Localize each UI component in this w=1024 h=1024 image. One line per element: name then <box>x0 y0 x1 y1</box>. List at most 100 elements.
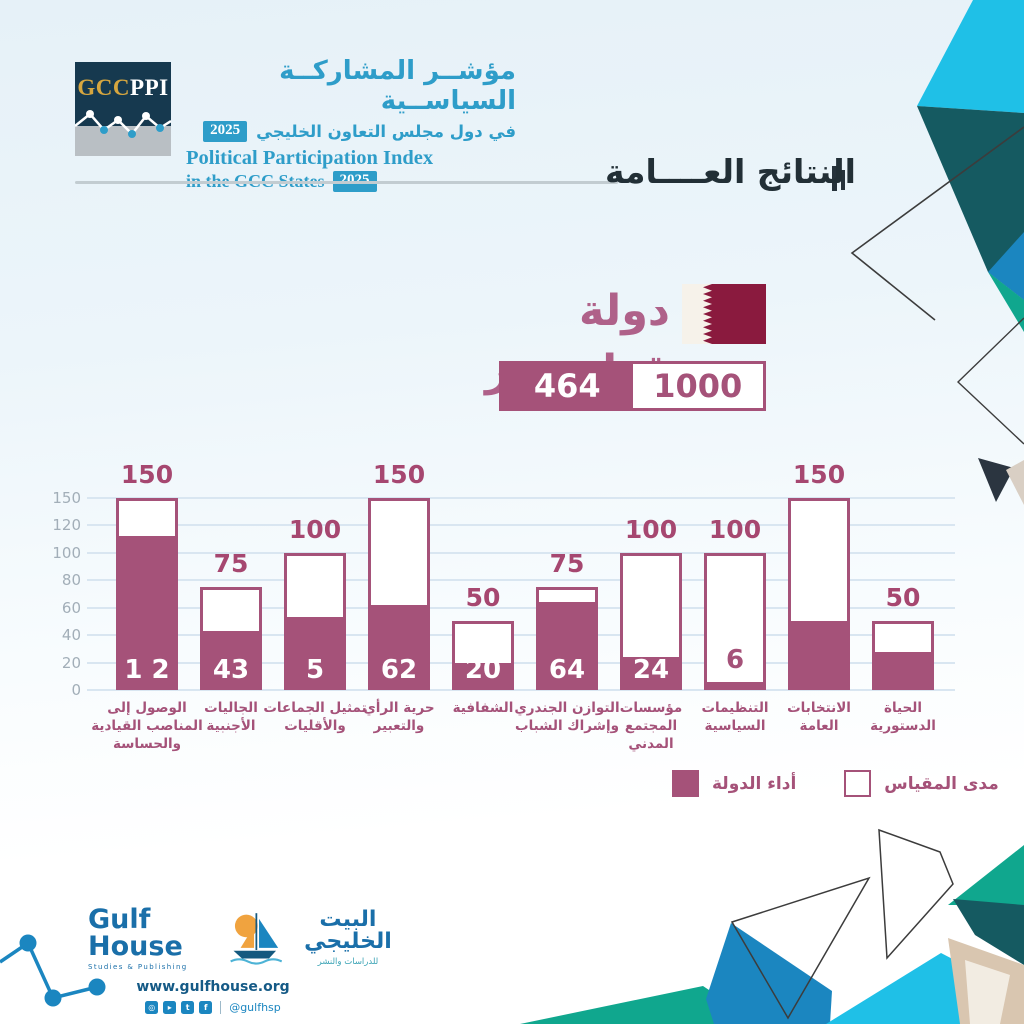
title-arabic-line2-text: في دول مجلس التعاون الخليجي <box>256 121 516 141</box>
decor-blue-bottom <box>706 923 832 1024</box>
bar-group: 6 100 التنظيمات السياسية <box>693 498 777 734</box>
scale-max-score: 1000 <box>632 364 763 408</box>
gridline <box>87 524 955 527</box>
bar-state-performance <box>707 681 763 687</box>
legend-label-state-performance: أداء الدولة <box>712 773 797 794</box>
instagram-icon: ◎ <box>145 1001 159 1014</box>
twitter-icon: t <box>181 1001 195 1014</box>
bar-value-label: 62 <box>380 655 418 685</box>
title-arabic-line1: مؤشــر المشاركــة السياســية <box>279 56 516 116</box>
gridline <box>87 551 955 554</box>
logo-gcc-text: GCC <box>77 75 131 100</box>
score-bar: 464 1000 <box>499 361 766 411</box>
bar-state-performance <box>203 631 259 687</box>
section-title: النتائج العــــامة <box>605 152 856 191</box>
bar-value-label: 1 2 <box>124 655 170 685</box>
year-badge-arabic: 2025 <box>203 120 248 142</box>
dhow-boat-icon <box>230 913 282 965</box>
bar-scale-range: 5 <box>284 552 346 690</box>
social-row: ◎ ▸ t f @gulfhsp <box>88 1001 338 1014</box>
decor-green-facet <box>988 272 1024 332</box>
bar-state-performance <box>287 617 343 687</box>
bar-value-label: 64 <box>548 655 586 685</box>
qatar-flag-icon <box>682 284 766 344</box>
y-tick-label: 150 <box>52 489 81 507</box>
bars: 1 2 150 الوصول إلى المناصب القيادية والحسا… <box>91 460 945 752</box>
bar-state-performance <box>539 602 595 687</box>
gridline <box>87 689 955 691</box>
decor-blue-facet <box>988 232 1024 300</box>
bar-category-label: تمثيل الجماعات والأقليات <box>263 700 367 734</box>
legend-label-scale-range: مدى المقياس <box>884 773 999 794</box>
decor-outline-bottom-1 <box>878 828 954 960</box>
social-handle: @gulfhsp <box>229 1001 281 1014</box>
bar-scale-range: 24 <box>620 552 682 690</box>
bar-max-label: 50 <box>885 583 921 613</box>
bar-max-label: 150 <box>372 460 426 489</box>
bar-group: 150 الانتخابات العامة <box>777 460 861 734</box>
bar-value-label: 24 <box>632 655 670 685</box>
bar-scale-range <box>788 498 850 690</box>
bar-category-label: الوصول إلى المناصب القيادية والحساسة <box>91 700 203 752</box>
bar-state-performance <box>119 536 175 687</box>
gulf-house-english-block: Gulf House Studies & Publishing <box>88 906 219 971</box>
bar-max-label: 75 <box>549 549 585 579</box>
gridline <box>87 634 955 637</box>
gridline <box>87 661 955 664</box>
bar-group: 64 75 التوازن الجندري وإشراك الشباب <box>514 498 619 734</box>
decor-photo-bottom <box>948 938 1024 1024</box>
gccppi-logo: GCCPPI <box>75 62 171 156</box>
footer: Gulf House Studies & Publishing البيت ال… <box>88 903 408 1014</box>
decor-outline-bottom-2 <box>730 876 871 1020</box>
decor-outline-mid <box>956 317 1024 445</box>
bar-value-label: 20 <box>464 655 502 685</box>
decor-teal-top <box>917 106 1024 300</box>
gridline <box>87 579 955 582</box>
plot-area: 0 20 40 60 80 100 120 150 1 2 150 الوصول إلى المن… <box>52 460 955 752</box>
legend-filled-swatch-icon <box>672 770 699 797</box>
decor-photo-mid <box>978 458 1014 502</box>
bar-state-performance <box>371 604 427 687</box>
bar-group: 62 150 حرية الرأي والتعبير <box>357 460 441 734</box>
bar-max-label: 100 <box>708 514 762 544</box>
bar-group: 1 2 150 الوصول إلى المناصب القيادية والحسا… <box>91 460 203 752</box>
bar-category-label: الحياة الدستورية <box>870 700 936 734</box>
y-tick-label: 60 <box>61 598 81 617</box>
decor-photo-mid-2 <box>1006 460 1024 505</box>
gridline <box>87 606 955 609</box>
bar-value-label: 5 <box>305 655 325 685</box>
bar-group: 20 50 الشفافية <box>441 498 525 716</box>
bar-scale-range: 43 <box>200 587 262 690</box>
gccppi-logo-text: GCCPPI <box>75 75 171 101</box>
bar-value-label: 6 <box>725 644 745 675</box>
y-tick-label: 40 <box>61 626 81 645</box>
logo-ppi-text: PPI <box>130 75 169 100</box>
bar-category-label: التنظيمات السياسية <box>701 700 769 734</box>
social-divider <box>220 1001 222 1014</box>
y-tick-label: 20 <box>61 653 81 672</box>
decor-photo-bottom-2 <box>965 960 1010 1024</box>
bar-scale-range: 20 <box>452 621 514 690</box>
title-english-line1: Political Participation Index <box>186 146 434 169</box>
bar-state-performance <box>455 662 511 687</box>
bar-group: 5 100 تمثيل الجماعات والأقليات <box>263 498 366 734</box>
bar-state-performance <box>791 621 847 687</box>
chart-legend: أداء الدولة مدى المقياس <box>672 770 999 797</box>
bar-max-label: 150 <box>120 460 174 489</box>
bar-group: 24 100 مؤسسات المجتمع المدني <box>609 498 693 752</box>
header: مؤشــر المشاركــة السياســية في دول مجلس… <box>186 56 516 192</box>
decor-green-bottom <box>948 845 1024 905</box>
decor-cyan-top <box>917 0 1024 113</box>
bar-scale-range: 6 <box>704 552 766 690</box>
bar-max-label: 50 <box>465 583 501 613</box>
gulf-house-logo: Gulf House Studies & Publishing البيت ال… <box>88 903 408 973</box>
country-score: 464 <box>502 364 633 408</box>
gulf-house-arabic-block: البيت الخليجي للدراسات والنشر <box>288 909 408 968</box>
decor-cyan-bottom <box>826 953 1024 1024</box>
title-arabic-line2: في دول مجلس التعاون الخليجي 2025 <box>186 120 516 142</box>
bar-value-label: 43 <box>212 655 250 685</box>
gulf-house-name-english: Gulf House <box>88 903 183 962</box>
bar-max-label: 100 <box>288 514 342 544</box>
y-tick-label: 0 <box>71 681 81 699</box>
